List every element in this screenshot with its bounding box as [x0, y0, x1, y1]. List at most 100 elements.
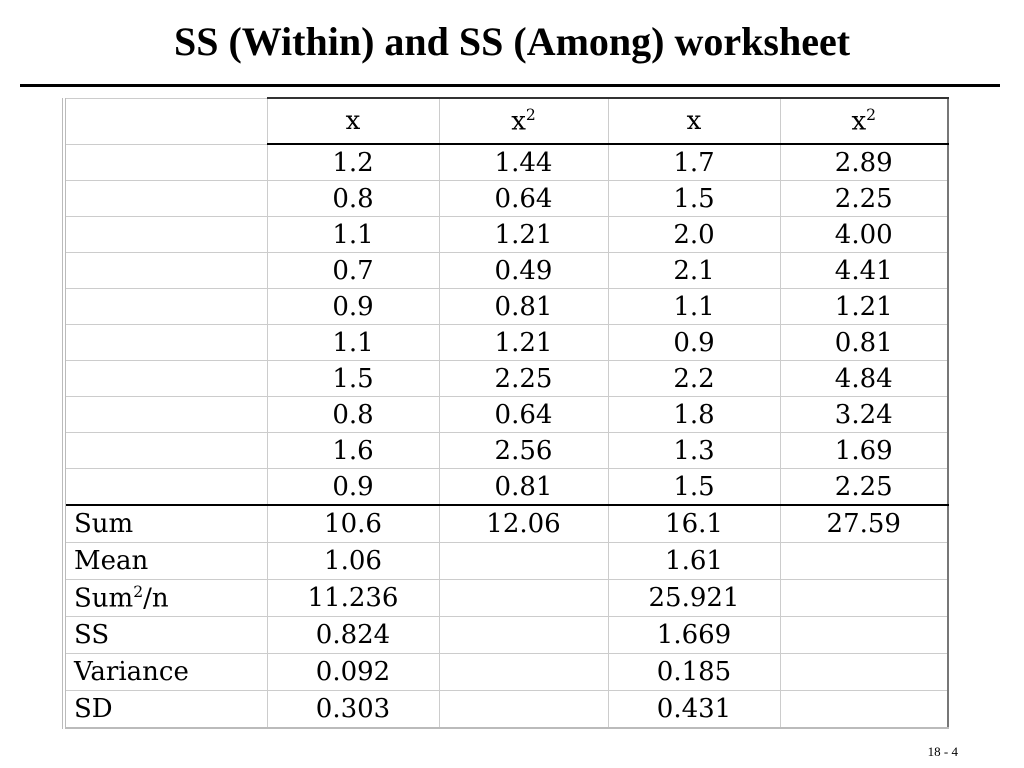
cell: x [266, 97, 440, 145]
cell: 2.56 [438, 432, 609, 469]
cell [438, 542, 609, 580]
row-label: Mean [63, 542, 268, 580]
cell: 16.1 [607, 504, 781, 543]
cell: 4.84 [779, 360, 949, 397]
cell: 1.21 [438, 216, 609, 253]
cell [779, 579, 949, 617]
row-label [63, 396, 268, 433]
table-row: 0.9 0.81 1.5 2.25 [63, 468, 949, 506]
cell [779, 616, 949, 654]
text: x [511, 106, 526, 137]
cell: 4.00 [779, 216, 949, 253]
table-row: SS 0.824 1.669 [63, 616, 949, 654]
cell: 1.6 [266, 432, 440, 469]
table-row: 0.7 0.49 2.1 4.41 [63, 252, 949, 289]
cell: 2.89 [779, 143, 949, 181]
row-label [63, 324, 268, 361]
cell: 10.6 [266, 504, 440, 543]
cell: 11.236 [266, 579, 440, 617]
cell: 0.8 [266, 396, 440, 433]
cell: 0.7 [266, 252, 440, 289]
table-row: x x2 x x2 [63, 97, 949, 145]
row-label [63, 216, 268, 253]
table-row: 0.8 0.64 1.8 3.24 [63, 396, 949, 433]
row-label [63, 432, 268, 469]
cell: 0.092 [266, 653, 440, 691]
table-row: 1.5 2.25 2.2 4.84 [63, 360, 949, 397]
cell [779, 653, 949, 691]
table-row: 0.9 0.81 1.1 1.21 [63, 288, 949, 325]
superscript: 2 [525, 105, 536, 124]
table-row: Sum 10.6 12.06 16.1 27.59 [63, 504, 949, 543]
cell: 1.44 [438, 143, 609, 181]
cell: 1.5 [607, 468, 781, 506]
cell: 1.69 [779, 432, 949, 469]
cell: 0.8 [266, 180, 440, 217]
cell: 0.49 [438, 252, 609, 289]
table-row: Sum2/n 11.236 25.921 [63, 579, 949, 617]
cell: 2.0 [607, 216, 781, 253]
cell: 0.81 [779, 324, 949, 361]
row-label: SD [63, 690, 268, 729]
cell: 2.25 [779, 180, 949, 217]
cell: 0.824 [266, 616, 440, 654]
cell: 1.1 [607, 288, 781, 325]
row-label [63, 288, 268, 325]
row-label: Sum [63, 504, 268, 543]
cell: 1.1 [266, 324, 440, 361]
superscript: 2 [866, 105, 877, 124]
cell: 1.1 [266, 216, 440, 253]
table-row: 1.1 1.21 0.9 0.81 [63, 324, 949, 361]
row-label [63, 143, 268, 181]
cell [438, 579, 609, 617]
cell: 0.185 [607, 653, 781, 691]
cell: x [607, 97, 781, 145]
cell: 1.3 [607, 432, 781, 469]
cell: 3.24 [779, 396, 949, 433]
page-number: 18 - 4 [927, 744, 958, 759]
title: SS (Within) and SS (Among) worksheet [173, 19, 851, 64]
text: /n [143, 583, 169, 614]
row-label [63, 252, 268, 289]
cell: 1.5 [607, 180, 781, 217]
cell: 0.64 [438, 180, 609, 217]
cell: 0.81 [438, 288, 609, 325]
cell: 1.669 [607, 616, 781, 654]
row-label [63, 468, 268, 506]
table-row: 1.6 2.56 1.3 1.69 [63, 432, 949, 469]
table-row: Variance 0.092 0.185 [63, 653, 949, 691]
cell: 0.303 [266, 690, 440, 729]
cell [779, 542, 949, 580]
row-label [63, 180, 268, 217]
cell: 0.64 [438, 396, 609, 433]
cell: 1.21 [438, 324, 609, 361]
cell: 2.25 [438, 360, 609, 397]
table-row: Mean 1.06 1.61 [63, 542, 949, 580]
superscript: 2 [133, 582, 144, 601]
cell: 2.1 [607, 252, 781, 289]
cell: 0.9 [607, 324, 781, 361]
cell: 0.431 [607, 690, 781, 729]
table-row: 1.1 1.21 2.0 4.00 [63, 216, 949, 253]
cell: 1.8 [607, 396, 781, 433]
cell: 0.9 [266, 288, 440, 325]
title-rule [20, 84, 1000, 87]
cell [438, 616, 609, 654]
text: x [851, 106, 867, 137]
cell: 12.06 [438, 504, 609, 543]
cell: 1.2 [266, 143, 440, 181]
cell: 0.81 [438, 468, 609, 506]
table-row: 0.8 0.64 1.5 2.25 [63, 180, 949, 217]
cell: 1.61 [607, 542, 781, 580]
row-label [63, 360, 268, 397]
worksheet-table: x x2 x x2 1.2 1.44 1.7 2.89 0.8 0.64 1.5 2.25 1.1 1.2… [62, 97, 949, 729]
cell: x2 [779, 97, 949, 145]
text: Sum [74, 583, 134, 614]
cell: 1.06 [266, 542, 440, 580]
table-row: SD 0.303 0.431 [63, 690, 949, 729]
cell: 0.9 [266, 468, 440, 506]
row-label: SS [63, 616, 268, 654]
cell: x2 [438, 97, 609, 145]
cell [438, 653, 609, 691]
